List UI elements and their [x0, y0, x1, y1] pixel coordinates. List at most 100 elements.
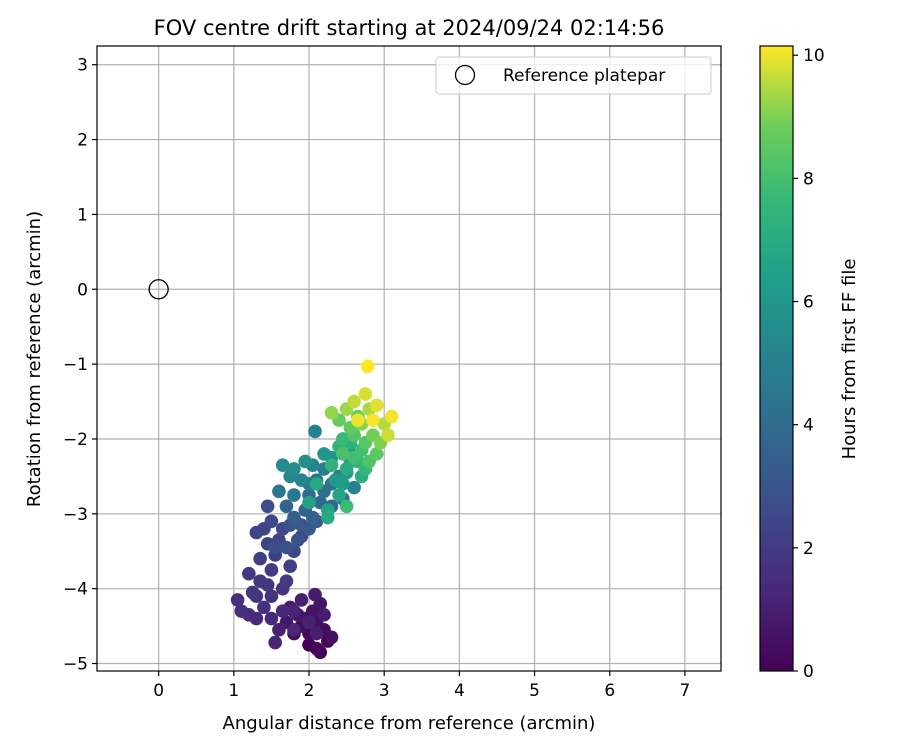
data-point [339, 462, 354, 476]
legend-marker-icon [454, 64, 476, 86]
colorbar-ticks: 0 2 4 6 8 10 [793, 46, 825, 682]
data-point [272, 623, 286, 637]
data-point [298, 454, 313, 469]
data-point [230, 593, 245, 607]
data-point [305, 510, 320, 525]
data-point [366, 413, 380, 428]
colorbar-label: Hours from first FF file [839, 259, 860, 460]
data-point [287, 510, 301, 525]
reference-marker-icon [148, 279, 169, 300]
data-point [264, 563, 279, 577]
x-tick-label: 7 [679, 681, 690, 701]
x-tick-label: 0 [153, 681, 164, 701]
x-tick-label: 4 [454, 681, 465, 701]
data-point [302, 495, 316, 510]
data-point [313, 645, 328, 660]
data-point [287, 604, 301, 618]
data-point [321, 510, 335, 525]
colorbar-tick-label: 8 [803, 169, 814, 189]
y-tick-label: 0 [77, 280, 88, 300]
data-point [294, 473, 309, 487]
data-point [287, 623, 301, 637]
data-point [351, 413, 365, 428]
grid-lines [97, 46, 721, 671]
data-point [279, 574, 294, 588]
data-point [279, 540, 294, 555]
y-tick-label: 1 [77, 205, 88, 225]
data-point [309, 626, 324, 641]
plot-frame [96, 45, 722, 672]
y-axis-label: Rotation from reference (arcmin) [24, 211, 45, 507]
y-tick-label: 2 [77, 131, 88, 151]
data-point [287, 462, 301, 476]
colorbar-gradient [759, 45, 794, 672]
x-tick-label: 1 [228, 681, 239, 701]
x-tick-label: 5 [529, 681, 540, 701]
data-point [234, 604, 249, 618]
data-point [324, 405, 339, 420]
data-point [264, 589, 279, 603]
y-tick-label: −5 [63, 655, 88, 675]
data-point [264, 611, 279, 626]
data-point [336, 477, 350, 491]
legend-box [435, 56, 712, 95]
data-point [302, 615, 316, 630]
data-point [324, 630, 339, 645]
data-point [324, 458, 339, 472]
x-tick-label: 6 [604, 681, 615, 701]
data-point [308, 587, 322, 602]
data-point [253, 551, 267, 566]
y-tick-label: 3 [77, 56, 88, 76]
data-point [332, 488, 346, 502]
colorbar-tick-label: 6 [803, 293, 814, 313]
reference-marker-group [148, 279, 169, 300]
chart-title: FOV centre drift starting at 2024/09/24 … [154, 16, 665, 40]
data-point [347, 394, 361, 409]
data-point [245, 585, 260, 600]
colorbar-tick-label: 10 [803, 46, 825, 66]
plot-background [97, 46, 721, 671]
y-tick-label: −2 [63, 430, 88, 450]
colorbar-tick-label: 4 [803, 416, 814, 436]
y-tick-label: −3 [63, 505, 88, 525]
data-point [308, 424, 322, 439]
y-tick-label: −4 [63, 580, 88, 600]
data-point [253, 574, 267, 588]
data-point [249, 525, 264, 540]
x-tick-label: 2 [304, 681, 315, 701]
legend: Reference platepar [435, 56, 712, 95]
data-point [336, 447, 350, 461]
data-point [294, 593, 309, 607]
data-point [275, 604, 290, 618]
data-point [317, 608, 331, 622]
scatter-points [230, 359, 399, 660]
data-point [347, 480, 361, 495]
data-point [381, 428, 395, 443]
data-point [360, 359, 375, 374]
y-axis-ticks: −5 −4 −3 −2 −1 0 1 2 3 [63, 56, 97, 675]
data-point [369, 398, 384, 413]
data-point [257, 600, 271, 615]
y-tick-label: −1 [63, 355, 88, 375]
data-point [339, 499, 354, 514]
data-point [358, 387, 373, 401]
x-tick-label: 3 [379, 681, 390, 701]
data-point [272, 484, 286, 499]
data-point [279, 499, 294, 514]
data-point [275, 458, 290, 472]
data-point [283, 559, 298, 574]
data-point [242, 566, 256, 581]
legend-label: Reference platepar [503, 66, 665, 86]
data-point [336, 432, 350, 446]
data-point [369, 447, 384, 461]
data-point [290, 533, 305, 547]
data-point [287, 488, 301, 502]
x-axis-ticks: 0 1 2 3 4 5 6 7 [153, 671, 690, 701]
data-point [264, 514, 279, 529]
data-point [317, 447, 331, 461]
data-point [268, 635, 282, 650]
colorbar-tick-label: 0 [803, 662, 814, 682]
x-axis-label: Angular distance from reference (arcmin) [223, 713, 596, 734]
data-point [268, 540, 282, 555]
